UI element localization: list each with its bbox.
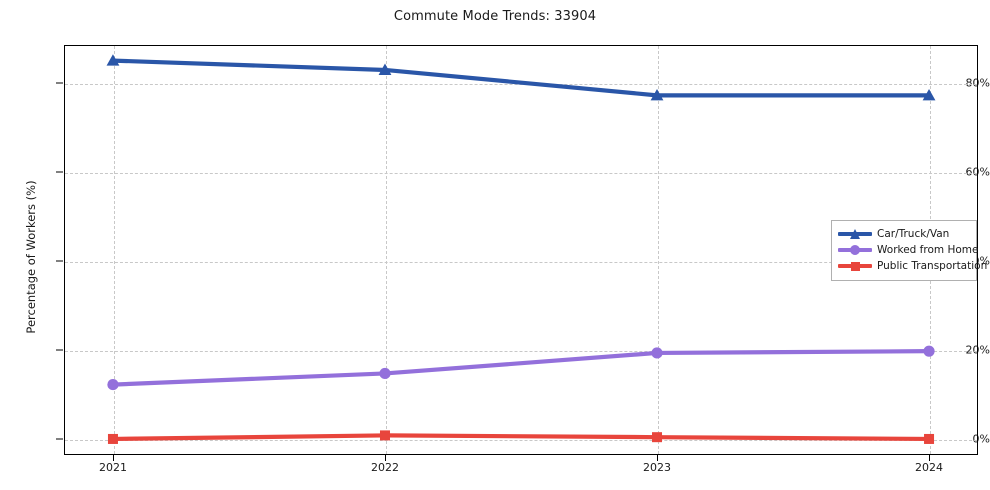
legend-item[interactable]: Worked from Home [838,242,978,258]
x-tick-mark [929,455,931,461]
legend-marker-triangle-icon [849,229,860,239]
x-tick-mark [112,455,114,461]
y-tick-mark [56,260,63,262]
legend-label: Public Transportation [877,260,988,272]
x-tick-label: 2021 [98,461,127,474]
gridline-horizontal [65,173,977,174]
gridline-vertical [385,46,387,454]
gridline-vertical [113,46,115,454]
y-tick-mark [56,82,63,84]
chart-title: Commute Mode Trends: 33904 [393,9,597,24]
gridline-horizontal [65,440,977,442]
x-tick-label: 2022 [370,461,399,474]
chart-legend: Car/Truck/Van Worked from Home Public Tran… [831,220,987,281]
legend-item[interactable]: Car/Truck/Van [838,226,970,242]
legend-swatch [838,258,872,274]
x-tick-mark [384,455,386,461]
y-tick-mark [56,438,63,440]
gridline-vertical [658,46,659,454]
y-tick-mark [56,171,63,173]
x-tick-label: 2023 [643,461,671,474]
x-tick-label: 2024 [915,461,944,474]
legend-swatch [838,226,872,242]
legend-marker-circle-icon [850,245,860,255]
gridline-horizontal [65,83,977,85]
gridline-horizontal [65,262,977,264]
y-axis-label: Percentage of Workers (%) [24,180,38,334]
y-tick-mark [56,349,63,351]
legend-marker-square-icon [850,261,860,271]
legend-label: Worked from Home [877,244,979,256]
legend-item[interactable]: Public Transportation [838,258,987,274]
y-tick-label: 0% [972,432,990,446]
legend-swatch [838,242,872,258]
x-tick-mark [657,455,658,461]
gridline-horizontal [65,351,977,353]
legend-label: Car/Truck/Van [877,228,950,240]
